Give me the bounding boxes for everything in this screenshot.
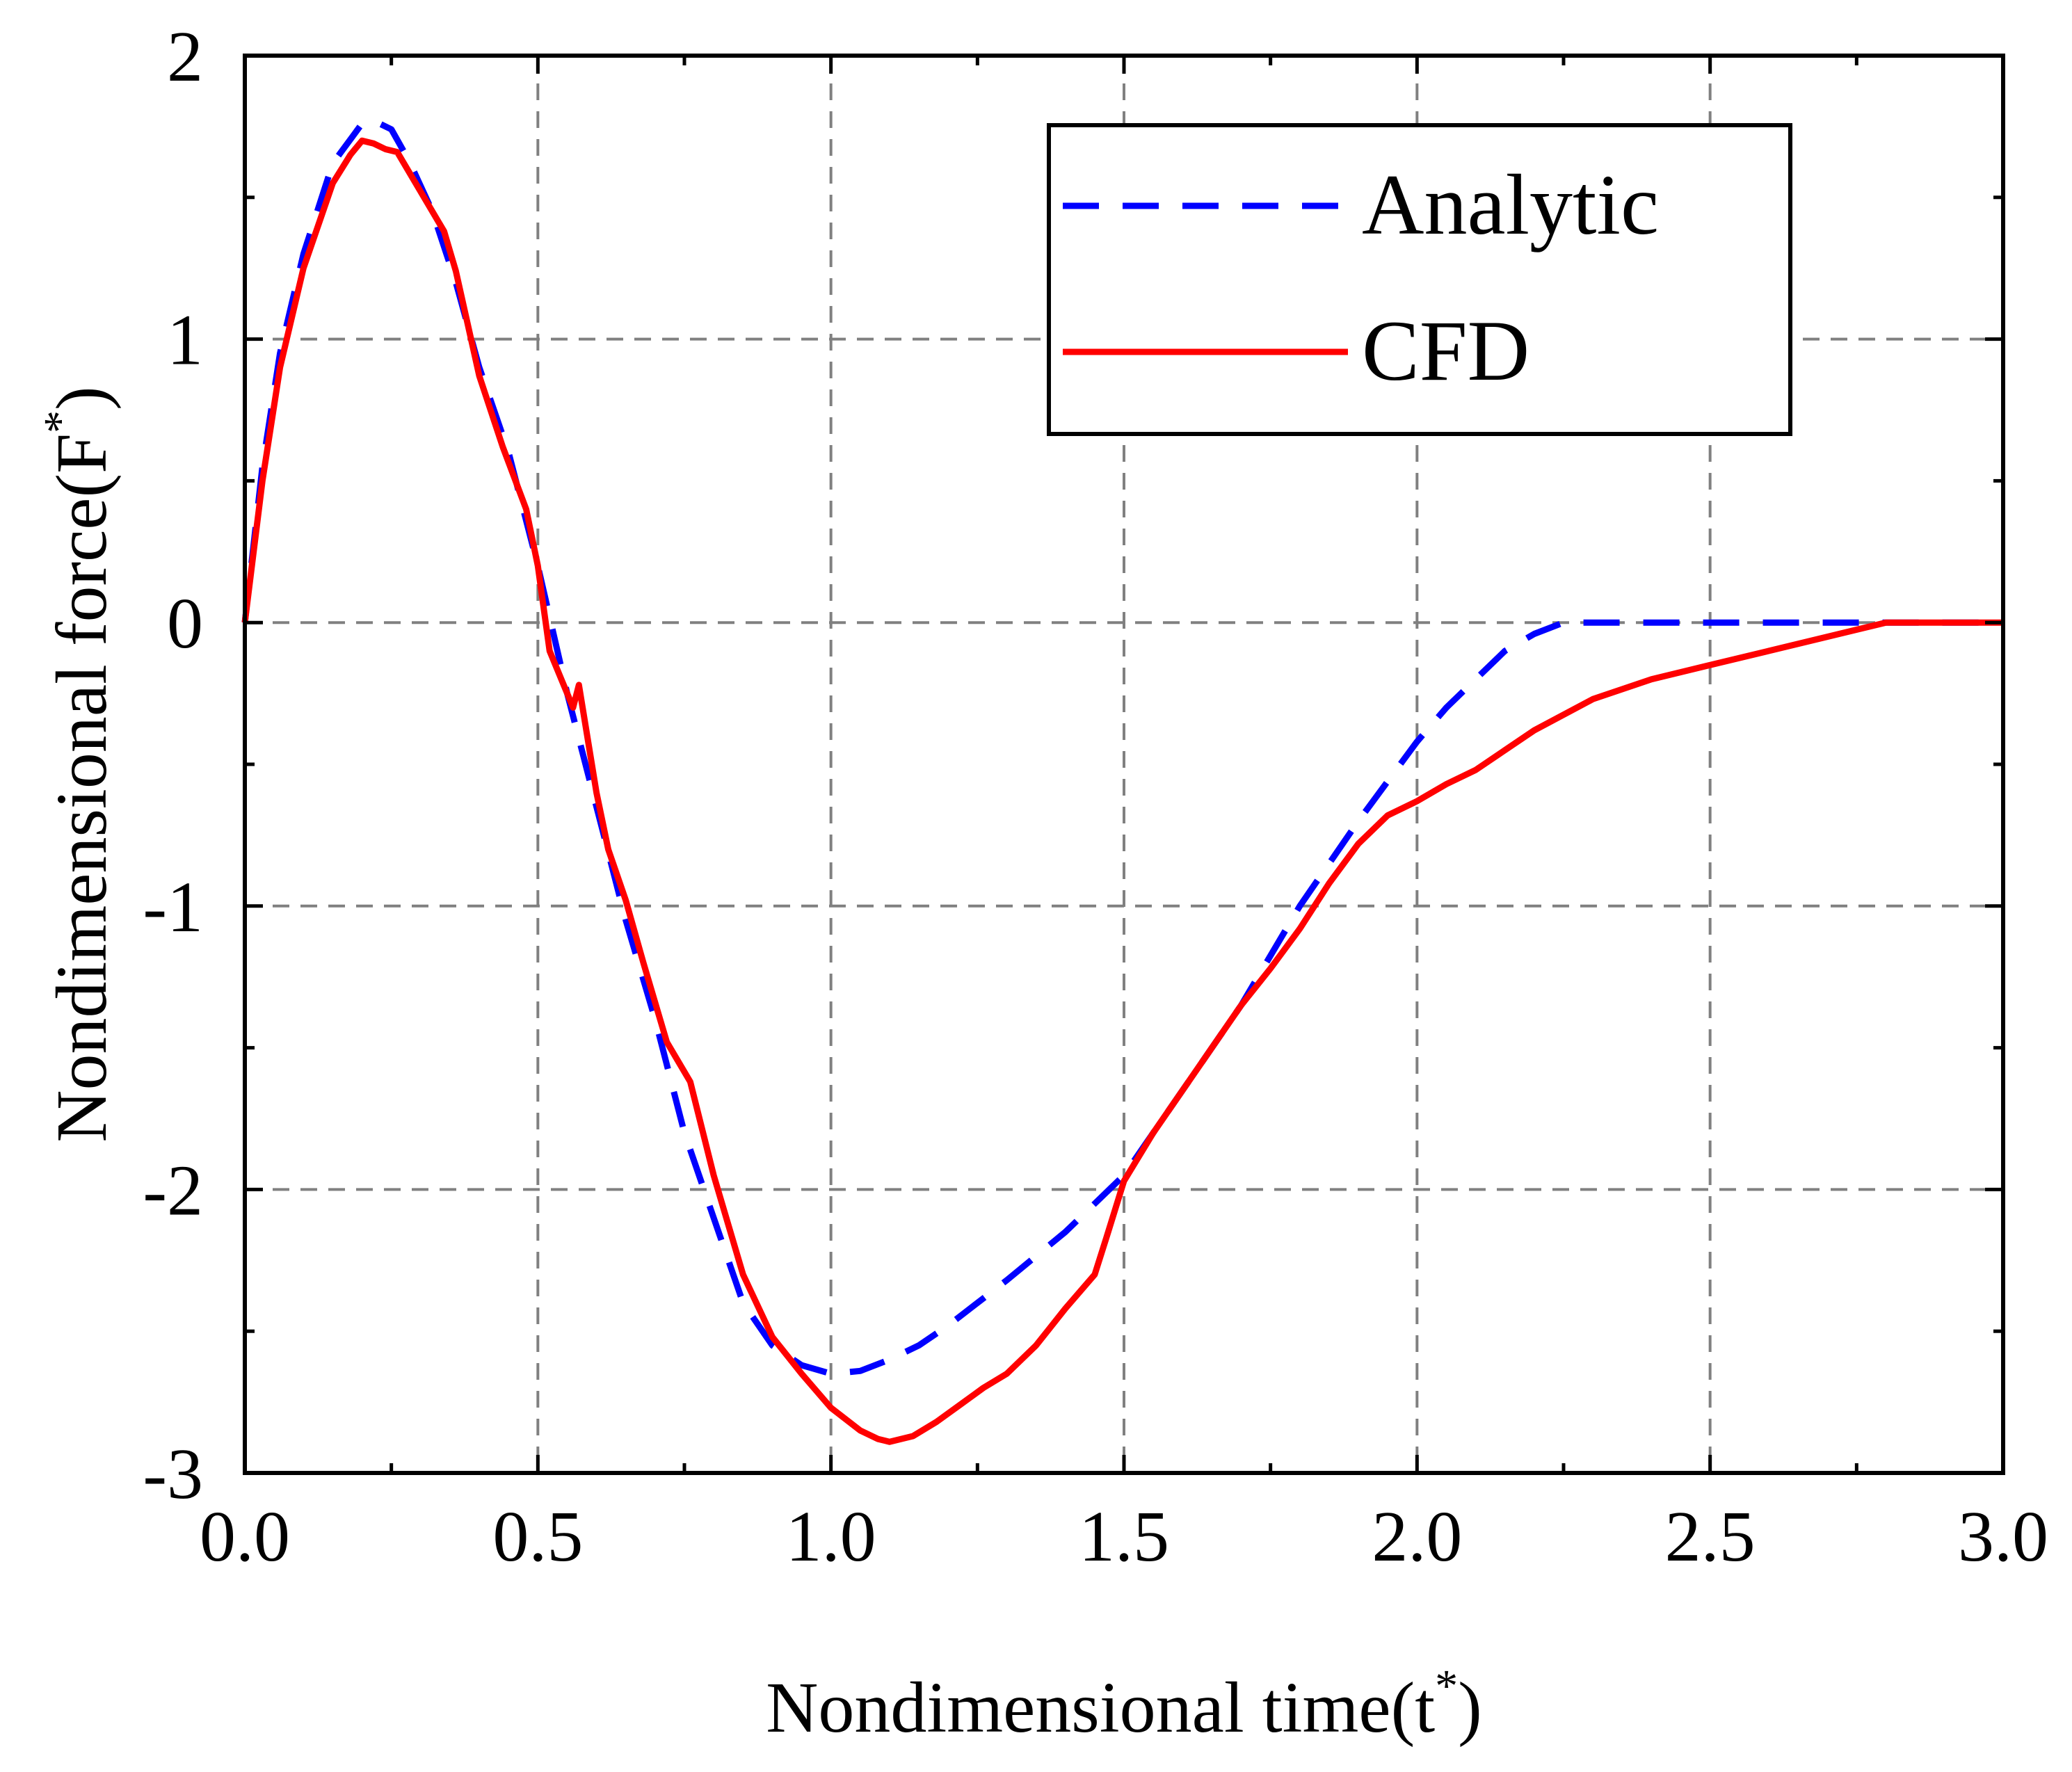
y-axis-label-close: ): [42, 386, 122, 410]
axis-ticks: 0.0 0.5 1.0 1.5 2.0 2.5 3.0 -3 -2 -1 0 1 2: [143, 17, 2048, 1577]
x-axis-label-close: ): [1458, 1668, 1482, 1748]
y-tick-label: 2: [167, 17, 203, 97]
legend-label-analytic: Analytic: [1362, 157, 1659, 252]
x-axis-label: Nondimensional time(t*): [766, 1661, 1482, 1748]
y-axis-label: Nondimensional force(F*): [35, 386, 122, 1142]
y-tick-label: 1: [167, 300, 203, 380]
x-tick-label: 1.0: [786, 1497, 876, 1577]
y-tick-label: -2: [143, 1150, 203, 1230]
y-axis-label-main: Nondimensional force(F: [42, 433, 122, 1143]
series-line-analytic: [241, 118, 2003, 1377]
x-tick-label: 0.5: [492, 1497, 583, 1577]
y-axis-label-sup: *: [35, 410, 86, 433]
x-tick-label: 0.0: [200, 1497, 290, 1577]
series-lines: [241, 118, 2003, 1445]
x-tick-label: 3.0: [1958, 1497, 2048, 1577]
legend-box: [1047, 123, 1792, 436]
x-axis-label-sup: *: [1435, 1661, 1458, 1711]
y-tick-label: 0: [167, 583, 203, 663]
series-line-cfd: [241, 137, 2003, 1445]
x-axis-label-main: Nondimensional time(t: [766, 1668, 1435, 1748]
legend-label-cfd: CFD: [1362, 303, 1529, 398]
x-tick-label: 2.0: [1372, 1497, 1462, 1577]
y-tick-label: -1: [143, 867, 203, 947]
x-tick-label: 2.5: [1665, 1497, 1756, 1577]
y-tick-label: -3: [143, 1434, 203, 1514]
legend: Analytic CFD: [1047, 123, 1792, 436]
x-tick-label: 1.5: [1079, 1497, 1169, 1577]
